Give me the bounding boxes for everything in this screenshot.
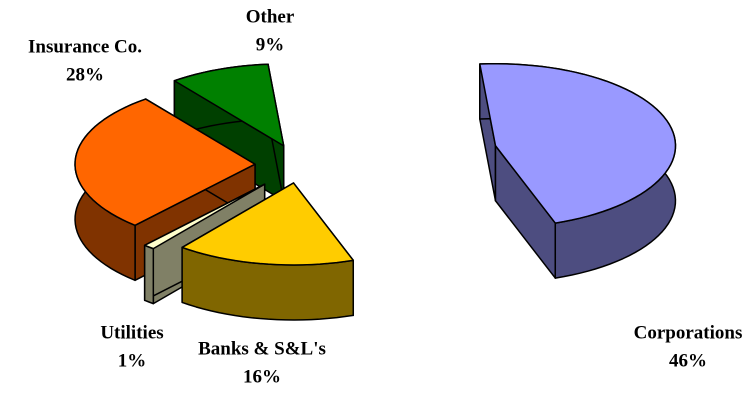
slice-label: Insurance Co. xyxy=(28,36,142,57)
slice-top xyxy=(143,183,266,250)
slice-value-label: 46% xyxy=(669,350,707,371)
slice-side xyxy=(143,244,155,305)
slice-value-label: 9% xyxy=(256,34,285,55)
slice-top xyxy=(173,63,285,147)
slice xyxy=(181,182,355,321)
slice xyxy=(173,63,285,202)
slice-label: Utilities xyxy=(100,322,163,343)
slice-label: Other xyxy=(246,6,295,27)
slice-value-label: 16% xyxy=(243,366,281,387)
slice-label: Banks & S&L's xyxy=(198,338,326,359)
slice xyxy=(479,63,677,279)
slice-top xyxy=(479,63,677,224)
slice-value-label: 1% xyxy=(118,350,147,371)
slice-top xyxy=(74,98,256,227)
slice-label: Corporations xyxy=(634,322,743,343)
slice-top xyxy=(181,182,355,266)
slice-value-label: 28% xyxy=(66,64,104,85)
